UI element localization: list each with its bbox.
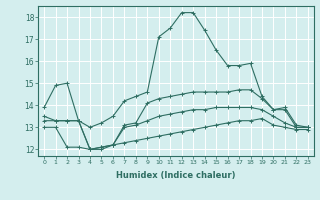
X-axis label: Humidex (Indice chaleur): Humidex (Indice chaleur) — [116, 171, 236, 180]
